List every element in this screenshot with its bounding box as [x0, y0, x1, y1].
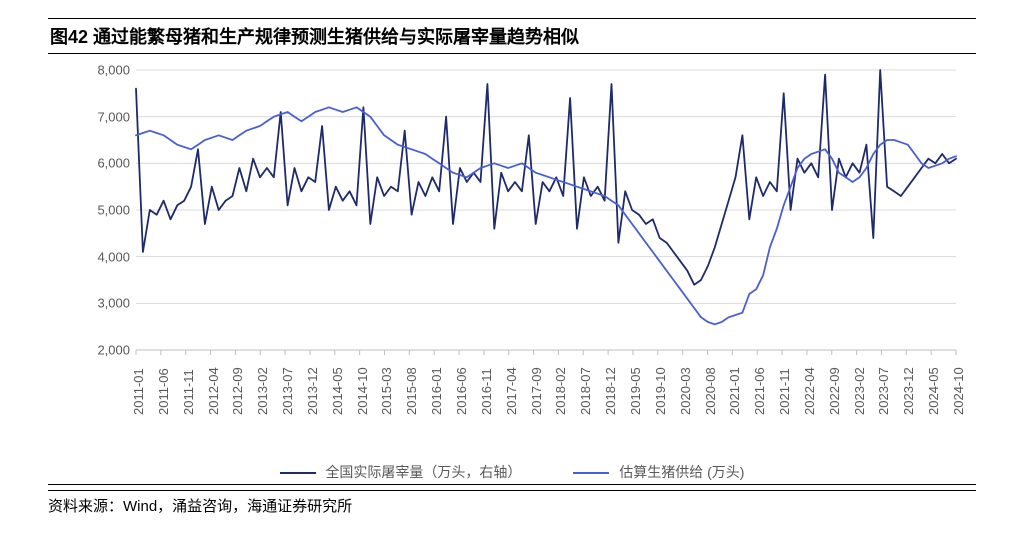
x-tick-label: 2021-06	[752, 367, 767, 415]
legend: 全国实际屠宰量（万头，右轴） 估算生猪供给 (万头)	[48, 462, 976, 482]
x-tick-label: 2021-01	[727, 367, 742, 415]
line-chart-svg	[48, 54, 976, 484]
x-tick-label: 2022-09	[827, 367, 842, 415]
x-tick-label: 2011-01	[131, 368, 146, 415]
x-tick-label: 2017-04	[504, 367, 519, 415]
x-tick-label: 2019-05	[628, 367, 643, 415]
x-tick-label: 2014-10	[355, 367, 370, 415]
x-tick-label: 2020-08	[703, 367, 718, 415]
legend-label-estimate: 估算生猪供给 (万头)	[619, 464, 744, 480]
x-tick-label: 2018-12	[603, 367, 618, 415]
y-tick-label: 3,000	[70, 296, 130, 311]
x-tick-label: 2011-06	[156, 368, 171, 415]
legend-swatch-actual	[280, 472, 316, 474]
y-tick-label: 6,000	[70, 156, 130, 171]
x-tick-label: 2014-05	[330, 367, 345, 415]
x-tick-label: 2023-02	[852, 367, 867, 415]
x-tick-label: 2012-04	[206, 367, 221, 415]
x-tick-label: 2018-02	[553, 367, 568, 415]
x-tick-label: 2024-05	[926, 367, 941, 415]
x-tick-label: 2016-01	[429, 367, 444, 415]
x-tick-label: 2016-11	[479, 368, 494, 415]
x-tick-label: 2023-07	[876, 367, 891, 415]
y-tick-label: 5,000	[70, 203, 130, 218]
legend-swatch-estimate	[573, 472, 609, 474]
chart-title: 图42 通过能繁母猪和生产规律预测生猪供给与实际屠宰量趋势相似	[48, 19, 976, 54]
x-tick-label: 2018-07	[578, 367, 593, 415]
x-tick-label: 2013-07	[280, 367, 295, 415]
y-tick-label: 2,000	[70, 343, 130, 358]
chart-area: 全国实际屠宰量（万头，右轴） 估算生猪供给 (万头) 2,000 3,000 4,0…	[48, 54, 976, 484]
x-tick-label: 2023-12	[901, 367, 916, 415]
x-tick-label: 2020-03	[678, 367, 693, 415]
x-tick-label: 2013-02	[255, 367, 270, 415]
x-tick-label: 2024-10	[951, 367, 966, 415]
x-tick-label: 2022-04	[802, 367, 817, 415]
x-tick-label: 2012-09	[230, 367, 245, 415]
x-tick-label: 2011-11	[181, 369, 196, 415]
x-tick-label: 2019-10	[653, 367, 668, 415]
legend-item-estimate: 估算生猪供给 (万头)	[573, 462, 744, 482]
x-tick-label: 2017-09	[529, 367, 544, 415]
y-tick-label: 7,000	[70, 109, 130, 124]
x-tick-label: 2016-06	[454, 367, 469, 415]
legend-label-actual: 全国实际屠宰量（万头，右轴）	[325, 464, 521, 480]
chart-frame: 图42 通过能繁母猪和生产规律预测生猪供给与实际屠宰量趋势相似 全国实际屠宰量（…	[48, 18, 976, 485]
y-tick-label: 8,000	[70, 63, 130, 78]
source-line: 资料来源：Wind，涌益咨询，海通证券研究所	[48, 490, 976, 516]
legend-item-actual: 全国实际屠宰量（万头，右轴）	[280, 462, 522, 482]
y-tick-label: 4,000	[70, 249, 130, 264]
x-tick-label: 2013-12	[305, 367, 320, 415]
x-tick-label: 2015-08	[404, 367, 419, 415]
x-tick-label: 2015-03	[379, 367, 394, 415]
x-tick-label: 2021-11	[777, 368, 792, 415]
